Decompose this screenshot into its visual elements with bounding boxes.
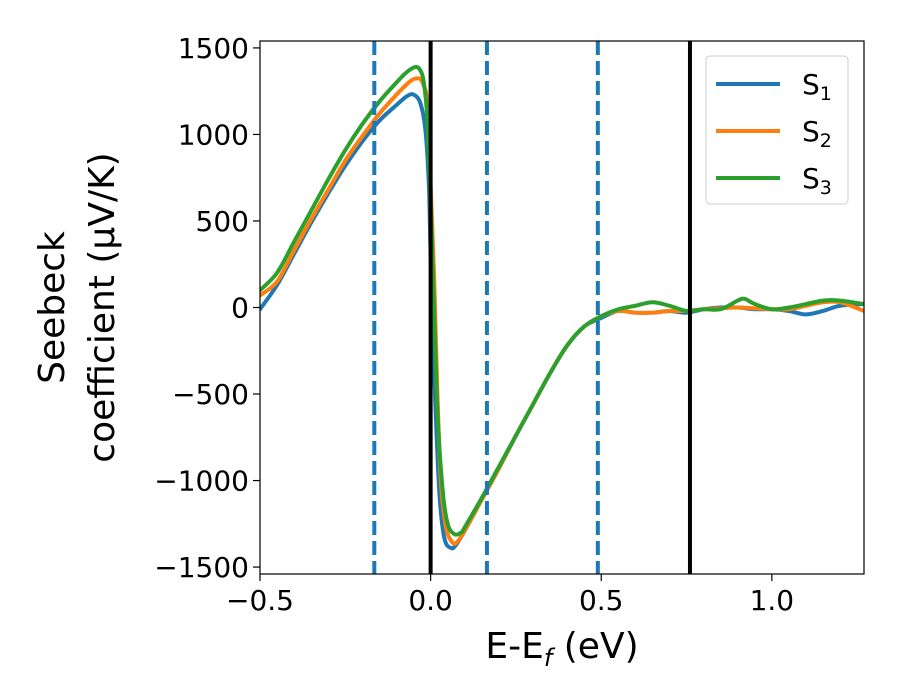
y-tick-label: −500 (172, 378, 249, 411)
vertical-lines-layer (372, 41, 692, 574)
series-layer (260, 64, 864, 551)
y-tick-label: 500 (196, 205, 249, 238)
legend-label-s3: S3 (802, 162, 832, 199)
x-tick-label: 0.0 (408, 584, 453, 617)
y-tick-label: −1500 (154, 551, 249, 584)
x-tick-label: −0.5 (226, 584, 294, 617)
y-axis-label-line2: coefficient (μV/K) (82, 152, 123, 462)
y-tick-label: 1000 (178, 118, 249, 151)
x-axis-ticks: −0.5 0.0 0.5 1.0 (226, 574, 794, 617)
y-tick-label: 1500 (178, 32, 249, 65)
y-tick-label: 0 (231, 292, 249, 325)
legend: S1 S2 S3 (705, 55, 849, 205)
y-axis-label-line1: Seebeck (32, 231, 73, 384)
x-axis-label: E-Ef (eV) (485, 626, 638, 672)
legend-entries: S1 S2 S3 (716, 68, 832, 199)
y-tick-label: −1000 (154, 465, 249, 498)
y-axis-ticks: −1500 −1000 −500 0 500 1000 1500 (154, 32, 260, 584)
x-axis-label-main: E-E (485, 626, 543, 667)
x-tick-label: 1.0 (750, 584, 795, 617)
legend-label-s1: S1 (802, 68, 832, 105)
x-tick-label: 0.5 (579, 584, 624, 617)
series-line-s3 (260, 64, 864, 537)
x-axis-label-unit: (eV) (552, 626, 638, 667)
legend-label-s2: S2 (802, 115, 832, 152)
